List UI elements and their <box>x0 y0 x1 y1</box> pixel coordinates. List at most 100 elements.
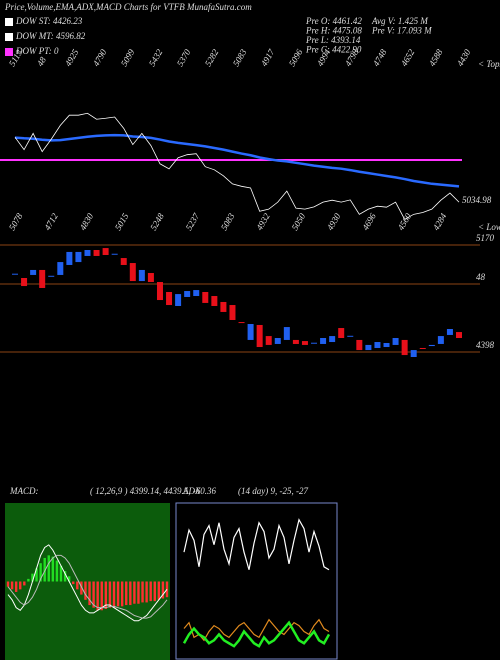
lows-label: < Lows <box>478 222 500 232</box>
candle-body <box>338 328 345 339</box>
macd-bar <box>96 581 99 611</box>
macd-bar <box>43 557 46 582</box>
chart-title: Price,Volume,EMA,ADX,MACD Charts for VTF… <box>4 2 252 12</box>
volume-stat: Avg V: 1.425 M <box>371 16 428 26</box>
macd-bar <box>112 581 116 608</box>
candle-body <box>456 332 462 339</box>
legend-swatch <box>5 18 13 26</box>
candle-body <box>410 350 417 357</box>
macd-bar <box>157 581 161 600</box>
macd-bar <box>149 581 152 602</box>
candle-body <box>193 290 200 297</box>
candle-body <box>283 327 290 340</box>
macd-bar <box>92 581 95 608</box>
adx-subtitle: (14 day) 9, -25, -27 <box>238 486 308 496</box>
candle-body <box>311 342 318 344</box>
candle-body <box>93 250 100 256</box>
macd-bar <box>129 581 132 606</box>
macd-bar <box>161 581 165 599</box>
macd-bar <box>39 563 42 582</box>
candle-body <box>166 291 173 306</box>
legend-label: DOW MT: 4596.82 <box>15 31 86 41</box>
legend-label: DOW PT: 0 <box>15 46 59 56</box>
macd-bar <box>31 573 34 582</box>
legend-label: DOW ST: 4426.23 <box>15 16 83 26</box>
candle-body <box>347 335 354 337</box>
candle-body <box>57 262 64 275</box>
macd-bar <box>67 576 71 582</box>
candle-body <box>30 269 37 275</box>
candle-body <box>229 305 236 320</box>
adx-title: ADX <box>182 486 201 496</box>
candle-body <box>138 269 145 282</box>
macd-bar <box>35 568 38 582</box>
tops-label: < Tops <box>478 59 500 69</box>
volume-stat: Pre V: 17.093 M <box>371 26 432 36</box>
candle-body <box>39 269 46 288</box>
macd-line <box>7 544 168 622</box>
macd-bar <box>108 581 112 608</box>
candle-body <box>156 282 163 301</box>
candle-body <box>84 250 91 256</box>
price-line <box>14 112 460 220</box>
macd-bar <box>19 581 22 590</box>
macd-bar <box>47 555 50 582</box>
macd-bar <box>55 560 59 582</box>
candle-body <box>446 329 453 335</box>
macd-bar <box>23 581 26 586</box>
y-tick-label: 5170 <box>476 233 495 243</box>
adx-line <box>183 518 330 571</box>
macd-bar <box>145 581 148 603</box>
macd-bar <box>10 581 14 590</box>
candle-body <box>247 324 254 340</box>
candle-body <box>428 344 435 347</box>
candle-body <box>356 339 363 351</box>
macd-bar <box>100 581 103 611</box>
y-tick-label: 4398 <box>476 340 495 350</box>
macd-bar <box>76 581 79 590</box>
candle-body <box>147 273 154 283</box>
legend-swatch <box>5 33 13 41</box>
macd-bar <box>6 581 10 587</box>
y-tick-label: 48 <box>476 272 486 282</box>
macd-bar <box>104 581 108 609</box>
candle-body <box>184 291 191 297</box>
macd-line <box>7 554 168 619</box>
candle-body <box>12 273 18 275</box>
macd-bar <box>153 581 156 602</box>
candle-body <box>374 342 381 348</box>
candle-body <box>256 324 263 348</box>
candle-body <box>419 347 426 349</box>
stat: Pre C: 4422.90 <box>305 45 362 55</box>
legend-swatch <box>5 48 13 56</box>
macd-bar <box>51 556 55 582</box>
macd-bar <box>63 571 67 582</box>
macd-title: MACD: <box>9 486 39 496</box>
macd-subtitle: ( 12,26,9 ) 4399.14, 4439.5, -60.36 <box>90 486 216 496</box>
macd-bar <box>59 565 63 582</box>
macd-panel <box>5 503 170 660</box>
candle-body <box>238 322 245 324</box>
candle-body <box>21 278 28 287</box>
macd-bar <box>120 581 124 607</box>
candle-body <box>202 291 209 303</box>
ema-line <box>14 133 460 188</box>
candle-body <box>292 339 299 344</box>
stat: Pre O: 4461.42 <box>305 16 362 26</box>
candle-body <box>401 339 408 356</box>
last-label: 5034.98 <box>462 195 492 205</box>
candle-body <box>48 275 55 277</box>
candle-body <box>301 341 308 345</box>
macd-bar <box>84 581 87 600</box>
candle-body <box>320 338 327 344</box>
macd-bar <box>27 578 30 582</box>
macd-bar <box>141 581 144 603</box>
macd-bar <box>116 581 120 607</box>
stat: Pre L: 4393.14 <box>305 35 361 45</box>
adx-line <box>182 620 331 648</box>
adx-line <box>183 618 330 642</box>
candle-body <box>392 338 399 345</box>
candle-body <box>102 248 109 255</box>
macd-bar <box>80 581 83 595</box>
